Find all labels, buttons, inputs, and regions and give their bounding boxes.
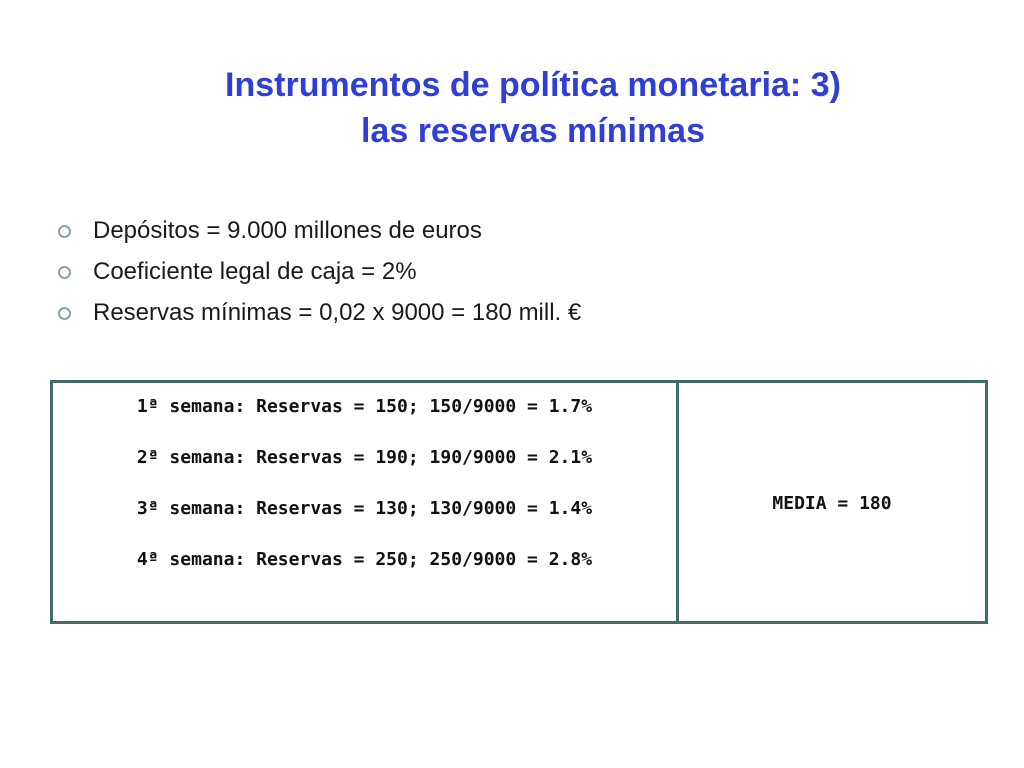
average-column: MEDIA = 180 <box>679 383 985 621</box>
week-row-2: 2ª semana: Reservas = 190; 190/9000 = 2.… <box>136 447 593 468</box>
bullet-text: Coeficiente legal de caja = 2% <box>93 258 417 285</box>
slide-title: Instrumentos de política monetaria: 3) l… <box>120 62 946 154</box>
slide-title-line-2: las reservas mínimas <box>360 112 706 150</box>
reserves-table: 1ª semana: Reservas = 150; 150/9000 = 1.… <box>50 380 988 624</box>
slide-title-line-1: Instrumentos de política monetaria: 3) <box>225 66 841 104</box>
bullet-item-depositos: Depósitos = 9.000 millones de euros <box>58 210 581 251</box>
week-row-4: 4ª semana: Reservas = 250; 250/9000 = 2.… <box>136 549 593 570</box>
ring-bullet-icon <box>58 266 71 279</box>
average-value: MEDIA = 180 <box>772 493 892 514</box>
week-row-3: 3ª semana: Reservas = 130; 130/9000 = 1.… <box>136 498 593 519</box>
bullet-list: Depósitos = 9.000 millones de euros Coef… <box>58 210 581 333</box>
bullet-text: Depósitos = 9.000 millones de euros <box>93 217 482 244</box>
bullet-item-coeficiente: Coeficiente legal de caja = 2% <box>58 251 581 292</box>
ring-bullet-icon <box>58 307 71 320</box>
bullet-item-reservas: Reservas mínimas = 0,02 x 9000 = 180 mil… <box>58 292 581 333</box>
ring-bullet-icon <box>58 225 71 238</box>
weekly-reserves-column: 1ª semana: Reservas = 150; 150/9000 = 1.… <box>53 383 679 621</box>
bullet-text: Reservas mínimas = 0,02 x 9000 = 180 mil… <box>93 299 582 326</box>
week-row-1: 1ª semana: Reservas = 150; 150/9000 = 1.… <box>136 396 593 417</box>
